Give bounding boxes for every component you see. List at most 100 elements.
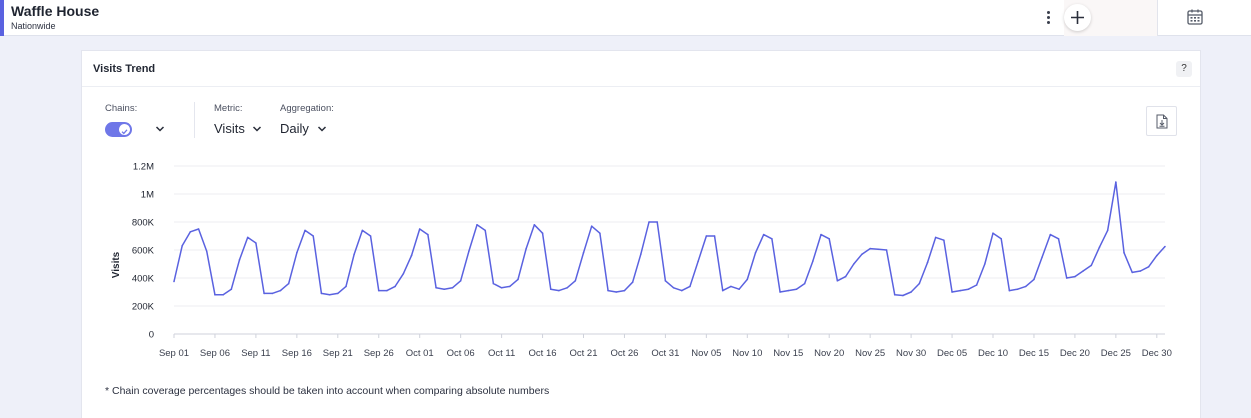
calendar-icon <box>1187 9 1203 25</box>
help-button[interactable]: ? <box>1176 61 1192 77</box>
controls-divider <box>194 102 195 138</box>
data-point <box>730 285 732 288</box>
x-tick-label: Nov 10 <box>732 348 762 359</box>
x-tick-label: Sep 01 <box>159 348 189 359</box>
data-point <box>623 289 626 292</box>
data-point <box>443 288 446 290</box>
x-tick-label: Sep 06 <box>200 348 230 359</box>
data-point <box>361 229 364 232</box>
metric-value: Visits <box>214 121 245 136</box>
x-tick-label: Dec 15 <box>1019 348 1049 359</box>
data-point <box>410 254 413 257</box>
data-point <box>721 289 724 292</box>
data-point <box>1065 277 1068 279</box>
card-title: Visits Trend <box>93 63 156 75</box>
data-point <box>836 280 839 282</box>
data-point <box>1123 252 1125 254</box>
data-point <box>386 289 388 292</box>
chains-dropdown-chevron-icon[interactable] <box>155 125 165 133</box>
data-point <box>459 280 462 282</box>
data-point <box>279 289 282 292</box>
chains-label: Chains: <box>105 103 138 114</box>
data-point <box>599 232 601 234</box>
data-point <box>328 294 331 296</box>
data-point <box>828 238 831 240</box>
data-point <box>1131 271 1134 274</box>
data-point <box>713 235 716 237</box>
data-point <box>1082 270 1084 272</box>
y-tick-label: 400K <box>132 274 155 285</box>
x-axis-ticks: Sep 01 Sep 06 Sep 11 Sep 16 Sep 21 Sep 26 Oct … <box>159 334 1172 359</box>
toggle-knob <box>119 124 130 135</box>
x-tick-label: Oct 11 <box>488 348 515 359</box>
chains-toggle[interactable] <box>105 122 132 137</box>
data-point <box>664 280 667 282</box>
check-icon <box>121 129 128 135</box>
data-point <box>1000 238 1002 240</box>
data-point <box>255 242 257 244</box>
data-point <box>1041 256 1043 258</box>
x-tick-label: Nov 25 <box>855 348 885 359</box>
metric-select[interactable]: Visits <box>214 121 262 136</box>
data-point <box>1164 245 1166 248</box>
y-axis-label: Visits <box>111 251 122 278</box>
aggregation-select[interactable]: Daily <box>280 121 327 136</box>
data-point <box>754 252 757 254</box>
data-point <box>885 249 888 251</box>
download-button[interactable] <box>1146 106 1177 136</box>
data-point <box>918 282 921 285</box>
data-point <box>1115 181 1117 183</box>
data-point <box>320 292 323 295</box>
toolbar-divider <box>1157 0 1158 36</box>
x-tick-label: Oct 06 <box>447 348 475 359</box>
data-point <box>205 250 208 253</box>
data-point <box>959 289 962 292</box>
data-point <box>173 280 175 283</box>
y-tick-label: 800K <box>132 218 155 229</box>
data-point <box>394 285 396 288</box>
visits-series-line <box>173 181 1166 297</box>
data-point <box>525 247 527 250</box>
chart-footnote: * Chain coverage percentages should be t… <box>105 385 550 397</box>
data-point <box>1033 278 1035 281</box>
data-point <box>640 253 642 255</box>
data-points <box>173 181 1166 297</box>
data-point <box>377 289 380 292</box>
date-picker-button[interactable] <box>1186 8 1206 28</box>
data-point <box>992 232 994 234</box>
data-point <box>779 291 781 293</box>
x-tick-label: Nov 30 <box>896 348 926 359</box>
add-button[interactable] <box>1064 4 1091 31</box>
data-point <box>680 289 683 292</box>
data-point <box>1008 289 1011 292</box>
data-point <box>214 294 216 296</box>
data-point <box>435 287 437 289</box>
data-point <box>263 292 265 295</box>
chart-grid <box>174 165 1165 335</box>
data-point <box>648 221 650 223</box>
data-point <box>787 289 790 292</box>
y-tick-label: 0 <box>149 330 154 341</box>
data-point <box>705 235 708 237</box>
data-point <box>312 235 315 237</box>
data-point <box>533 224 536 226</box>
data-point <box>517 278 519 281</box>
data-point <box>574 280 577 282</box>
data-point <box>1016 288 1019 290</box>
data-point <box>508 285 511 288</box>
data-point <box>844 275 847 278</box>
data-point <box>337 292 339 295</box>
data-point <box>287 282 290 285</box>
data-point <box>197 228 200 230</box>
x-tick-label: Dec 20 <box>1060 348 1090 359</box>
data-point <box>877 248 880 251</box>
data-point <box>861 253 863 255</box>
chevron-down-icon <box>253 126 262 132</box>
data-point <box>820 233 822 236</box>
data-point <box>558 289 560 292</box>
data-point <box>476 224 478 226</box>
data-point <box>304 229 306 232</box>
kebab-vertical-icon[interactable] <box>1041 6 1055 28</box>
y-tick-label: 200K <box>132 302 155 313</box>
data-point <box>230 288 233 290</box>
